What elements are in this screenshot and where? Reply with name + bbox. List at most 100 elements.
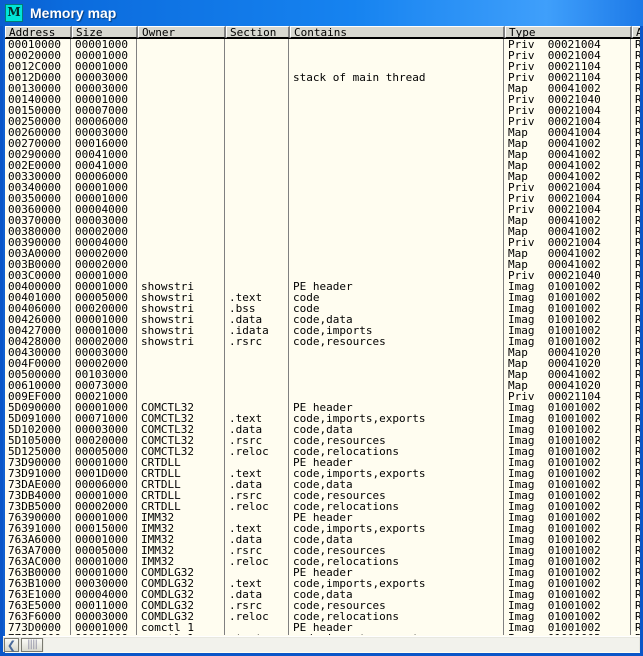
scrollbar-thumb[interactable]: ‖‖ [21,638,43,652]
column-header-owner[interactable]: Owner [138,26,226,38]
table-row[interactable]: 00426000 00001000 showstri .data code,data Im… [5,314,640,325]
cell-size: 00002000 [75,226,128,237]
cell-type: Priv 00021104 [508,391,601,402]
cell-contains: code,data [293,424,353,435]
cell-owner [141,380,224,391]
cell-address: 004F0000 [8,358,61,369]
column-header-type[interactable]: Type [505,26,632,38]
table-row[interactable]: 763AC000 00001000 IMM32 .reloc code,relocati… [5,556,640,567]
cell-access: R [635,171,640,182]
cell-section: .text [229,413,263,424]
cell-contains [293,259,503,270]
column-header-access[interactable]: Access [632,26,640,38]
title-bar[interactable]: M Memory map [0,0,643,26]
column-header-address[interactable]: Address [5,26,72,38]
table-row[interactable]: 73DAE000 00006000 CRTDLL .data code,data Imag… [5,479,640,490]
cell-type: Priv 00021004 [508,182,601,193]
horizontal-scrollbar[interactable]: ❮ ‖‖ [3,636,640,652]
table-row[interactable]: 76391000 00015000 IMM32 .text code,imports,e… [5,523,640,534]
scrollbar-track[interactable] [44,638,639,652]
table-row[interactable]: 763B0000 00001000 COMDLG32 PE header Imag 01… [5,567,640,578]
table-row[interactable]: 73D91000 0001D000 CRTDLL .text code,imports,… [5,468,640,479]
table-row[interactable]: 0012D000 00003000 stack of main thread Priv… [5,72,640,83]
table-row[interactable]: 5D090000 00001000 COMCTL32 PE header Imag 01… [5,402,640,413]
cell-section: .data [229,424,263,435]
cell-type: Imag 01001002 [508,314,601,325]
cell-contains: code,data [293,589,353,600]
cell-address: 00400000 [8,281,61,292]
column-header-row: AddressSizeOwnerSectionContainsTypeAcces… [5,26,640,39]
scroll-left-button[interactable]: ❮ [4,638,19,652]
cell-size: 00001000 [75,94,128,105]
column-header-contains[interactable]: Contains [290,26,505,38]
table-row[interactable]: 763A7000 00005000 IMM32 .rsrc code,resources… [5,545,640,556]
cell-access: R [635,303,640,314]
cell-size: 00003000 [75,611,128,622]
cell-owner [141,215,224,226]
table-row[interactable]: 763B1000 00030000 COMDLG32 .text code,import… [5,578,640,589]
column-header-size[interactable]: Size [72,26,138,38]
table-row[interactable]: 773D1000 00091000 comctl_1 .text code,import… [5,633,640,635]
table-row[interactable]: 73D90000 00001000 CRTDLL PE header Imag 0100… [5,457,640,468]
table-row[interactable]: 763E1000 00004000 COMDLG32 .data code,data Im… [5,589,640,600]
cell-access: R [635,292,640,303]
table-row[interactable]: 00400000 00001000 showstri PE header Imag 01… [5,281,640,292]
table-row[interactable]: 00401000 00005000 showstri .text code Imag 01… [5,292,640,303]
table-row[interactable]: 5D091000 00071000 COMCTL32 .text code,import… [5,413,640,424]
cell-contains: code,data [293,479,353,490]
table-row[interactable]: 00427000 00001000 showstri .idata code,impor… [5,325,640,336]
cell-contains: code,relocations [293,611,399,622]
table-row[interactable]: 73DB5000 00002000 CRTDLL .reloc code,relocat… [5,501,640,512]
table-row[interactable]: 773D0000 00001000 comctl_1 PE header Imag 01… [5,622,640,633]
table-row[interactable]: 763A6000 00001000 IMM32 .data code,data Imag … [5,534,640,545]
cell-address: 5D091000 [8,413,61,424]
table-row[interactable]: 5D102000 00003000 COMCTL32 .data code,data Im… [5,424,640,435]
table-row[interactable]: 76390000 00001000 IMM32 PE header Imag 01001… [5,512,640,523]
column-header-section[interactable]: Section [226,26,290,38]
cell-address: 00406000 [8,303,61,314]
cell-contains [293,149,503,160]
cell-section [229,94,288,105]
cell-type: Map 00041002 [508,226,601,237]
table-row[interactable]: 763F6000 00003000 COMDLG32 .reloc code,reloc… [5,611,640,622]
cell-address: 5D090000 [8,402,61,413]
cell-section [229,127,288,138]
cell-type: Priv 00021040 [508,94,601,105]
table-row[interactable]: 763E5000 00011000 COMDLG32 .rsrc code,resour… [5,600,640,611]
table-row[interactable]: 5D105000 00020000 COMCTL32 .rsrc code,resour… [5,435,640,446]
cell-address: 763A6000 [8,534,61,545]
table-row[interactable]: 5D125000 00005000 COMCTL32 .reloc code,reloc… [5,446,640,457]
cell-type: Imag 01001002 [508,468,601,479]
table-row[interactable]: 00428000 00002000 showstri .rsrc code,resour… [5,336,640,347]
table-row[interactable]: 73DB4000 00001000 CRTDLL .rsrc code,resource… [5,490,640,501]
table-row[interactable]: 00406000 00020000 showstri .bss code Imag 010… [5,303,640,314]
cell-access: RW Guarded [635,391,640,402]
